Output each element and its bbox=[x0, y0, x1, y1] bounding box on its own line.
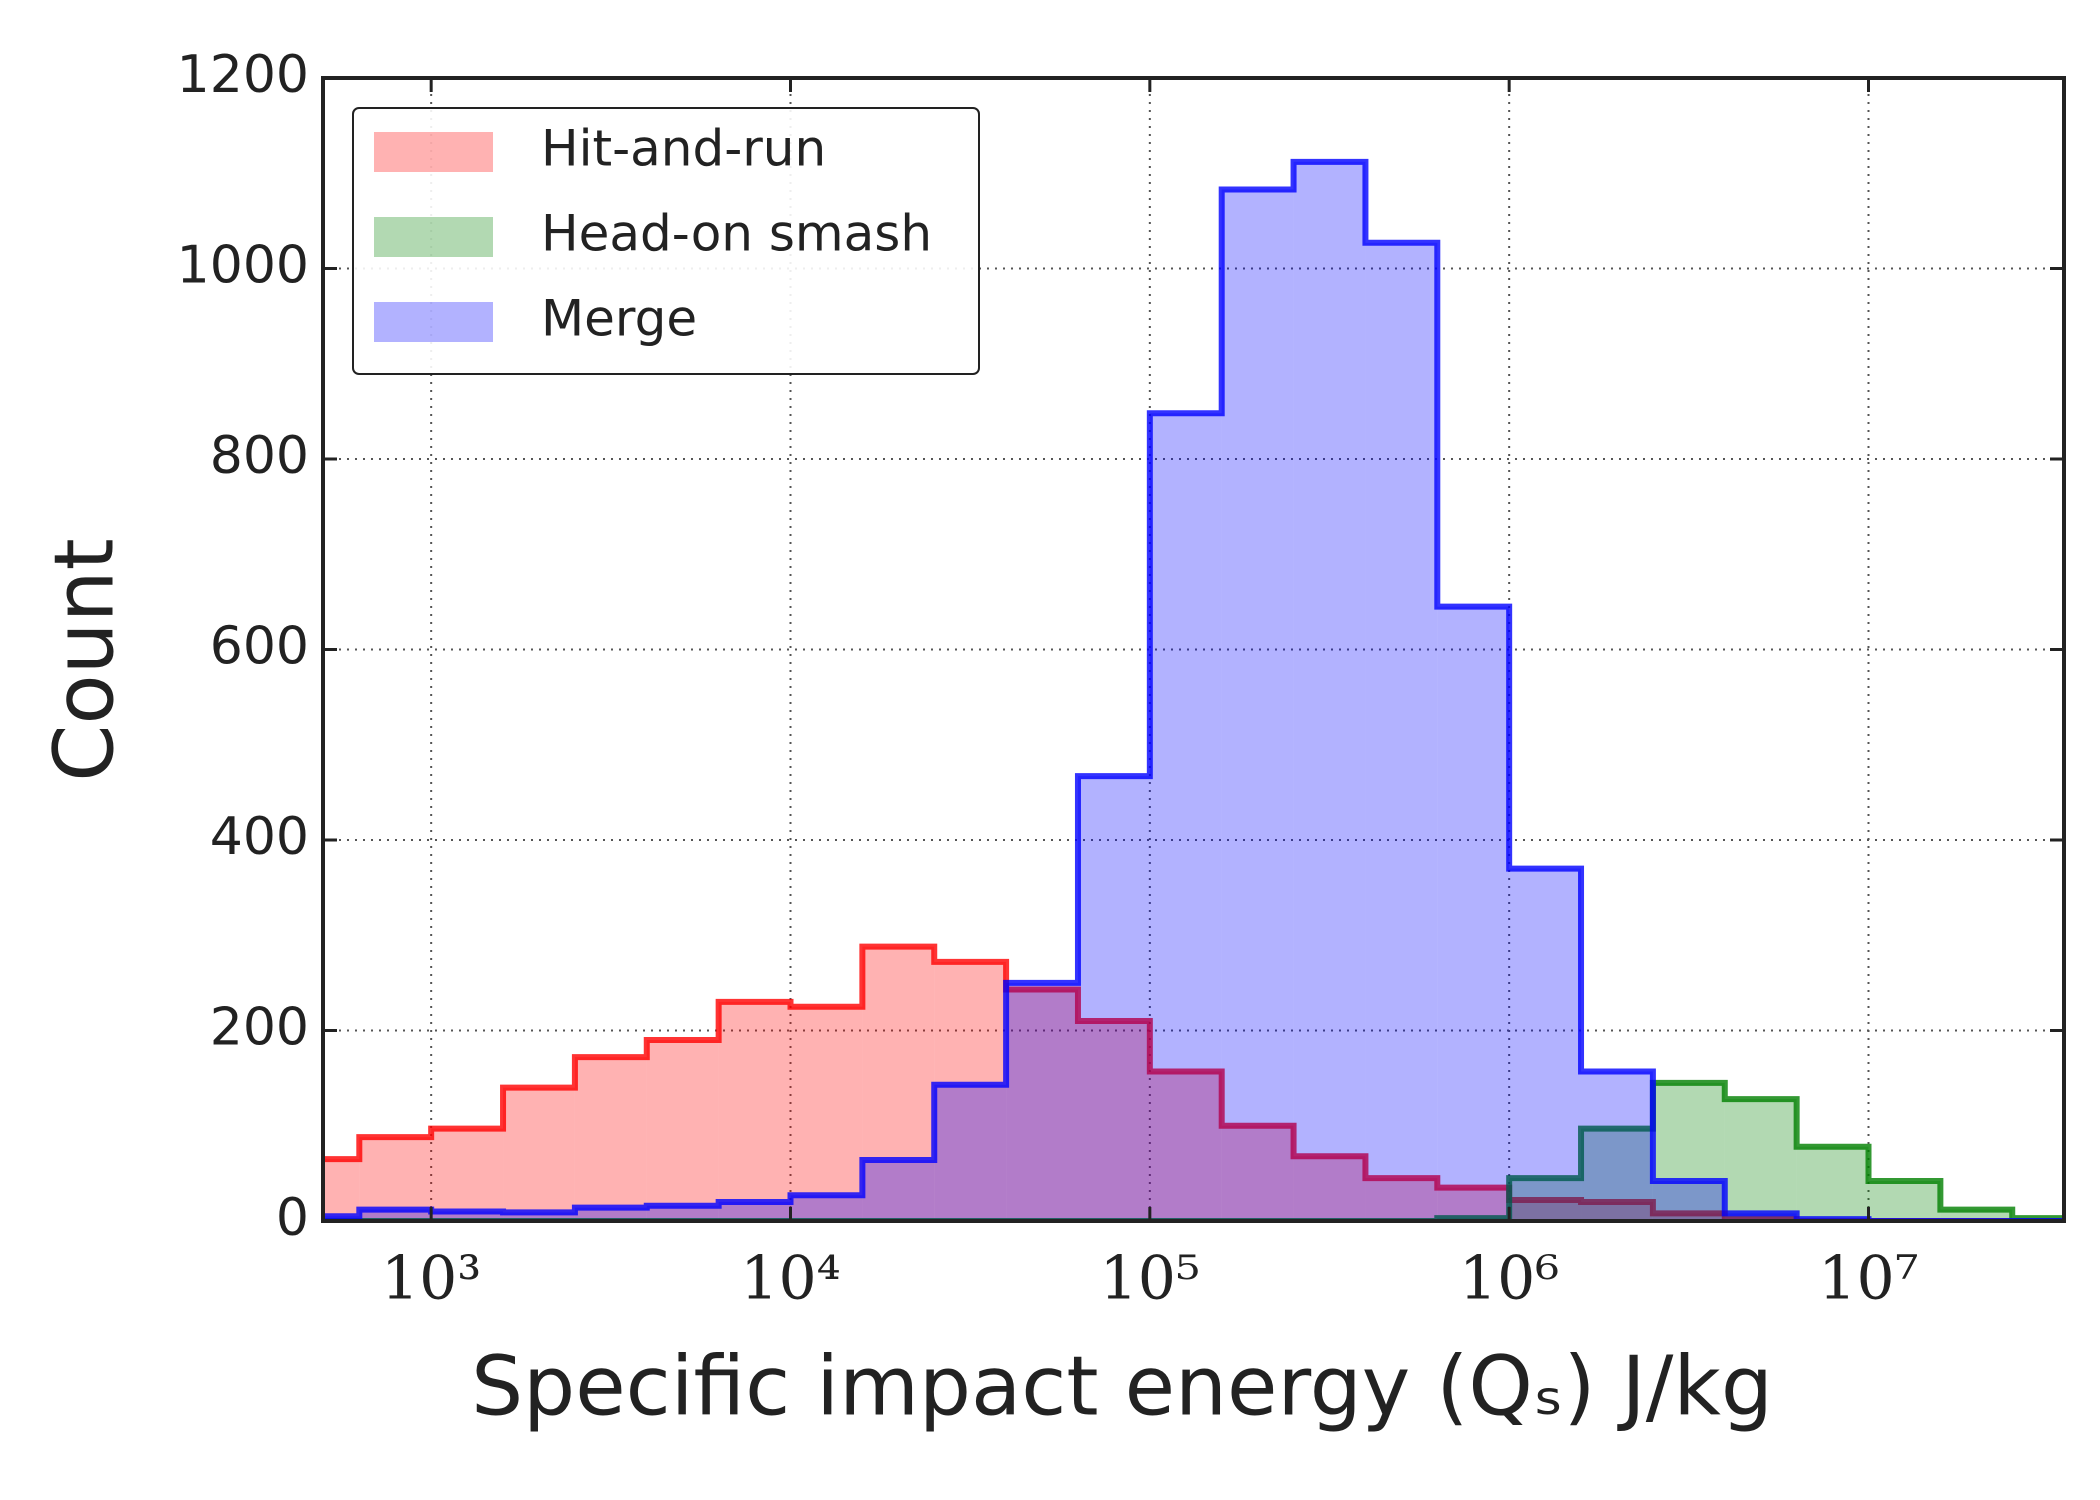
histogram-bar bbox=[1149, 413, 1222, 1221]
histogram-bar bbox=[503, 1087, 575, 1221]
histogram-bar bbox=[934, 961, 1007, 1221]
histogram-bar bbox=[431, 1211, 504, 1221]
axes: 0 200 400 600 800 1000 1200 10³ 10⁴ 10⁵ 10⁶ 10⁷ bbox=[177, 45, 2066, 1314]
histogram-bar bbox=[934, 1084, 1007, 1221]
legend-label: Hit-and-run bbox=[541, 120, 826, 178]
legend-swatch bbox=[374, 217, 493, 257]
histogram-bar bbox=[1221, 189, 1294, 1221]
histogram-bar bbox=[1724, 1099, 1797, 1221]
x-tick-label: 10³ bbox=[381, 1244, 481, 1314]
histogram-bar bbox=[646, 1040, 719, 1221]
histogram-bar bbox=[1581, 1201, 1653, 1221]
histogram-bar bbox=[1365, 1178, 1438, 1221]
histogram-outline bbox=[323, 158, 2064, 1221]
histogram-bar bbox=[1006, 989, 1078, 1221]
histogram-bar bbox=[1581, 1071, 1653, 1221]
histogram-outline bbox=[323, 943, 2064, 1221]
histogram-outline bbox=[323, 1079, 2064, 1221]
histogram-bar bbox=[1581, 1128, 1653, 1221]
x-tick-label: 10⁵ bbox=[1100, 1244, 1200, 1314]
x-tick-label: 10⁶ bbox=[1459, 1244, 1559, 1314]
histogram-bar bbox=[1365, 242, 1438, 1221]
legend-swatch bbox=[374, 132, 493, 172]
histogram-bar bbox=[1796, 1146, 1869, 1221]
histogram-bar bbox=[718, 1201, 791, 1221]
legend-swatch bbox=[374, 302, 493, 342]
histogram-bar bbox=[1293, 1156, 1366, 1221]
histogram-bar bbox=[1221, 1125, 1294, 1221]
histogram-bar bbox=[1293, 161, 1366, 1221]
y-tick-label: 1200 bbox=[177, 45, 309, 105]
y-axis-label: Count bbox=[37, 538, 132, 782]
legend-label: Head-on smash bbox=[541, 205, 932, 263]
x-tick-label: 10⁴ bbox=[740, 1244, 840, 1314]
histogram-bar bbox=[1509, 868, 1582, 1221]
histogram-bar bbox=[1868, 1180, 1941, 1221]
legend-label: Merge bbox=[541, 290, 697, 348]
axes-frame bbox=[321, 76, 2066, 1223]
histogram-bar bbox=[1006, 982, 1078, 1221]
y-tick-label: 400 bbox=[210, 807, 309, 867]
y-tick-label: 200 bbox=[210, 998, 309, 1058]
x-axis-label: Specific impact energy (Qₛ) J/kg bbox=[471, 1339, 1773, 1434]
y-tick-label: 600 bbox=[210, 617, 309, 677]
histogram-bar bbox=[574, 1207, 647, 1221]
histogram-bar bbox=[1149, 1071, 1222, 1221]
histogram-bar bbox=[1077, 776, 1150, 1221]
legend-box bbox=[352, 107, 980, 375]
histogram-bar bbox=[1509, 1200, 1582, 1221]
histogram-bar bbox=[323, 1159, 360, 1221]
histogram-bar bbox=[862, 946, 935, 1221]
histogram-bar bbox=[790, 1006, 863, 1221]
histogram-bar bbox=[1652, 1213, 1725, 1221]
y-tick-label: 0 bbox=[276, 1188, 309, 1248]
histogram-bar bbox=[1724, 1213, 1797, 1221]
histogram-bar bbox=[862, 1160, 935, 1221]
histogram-bar bbox=[1437, 606, 1510, 1221]
plot-area bbox=[323, 158, 2064, 1221]
histogram-bar bbox=[574, 1057, 647, 1221]
x-tick-label: 10⁷ bbox=[1818, 1244, 1918, 1314]
histogram-bar bbox=[1509, 1178, 1582, 1221]
histogram-bar bbox=[1077, 1020, 1150, 1221]
legend: Hit-and-run Head-on smash Merge bbox=[352, 107, 980, 375]
histogram-bar bbox=[431, 1128, 504, 1221]
histogram-bar bbox=[1940, 1209, 2013, 1221]
histogram-bar bbox=[359, 1209, 432, 1221]
histogram-bar bbox=[1652, 1180, 1725, 1221]
histogram-bar bbox=[646, 1205, 719, 1221]
histogram-bar bbox=[1652, 1082, 1725, 1221]
histogram-bar bbox=[790, 1195, 863, 1221]
y-tick-label: 1000 bbox=[177, 236, 309, 296]
y-tick-label: 800 bbox=[210, 426, 309, 486]
histogram-bar bbox=[503, 1212, 575, 1221]
histogram-bar bbox=[718, 1001, 791, 1221]
